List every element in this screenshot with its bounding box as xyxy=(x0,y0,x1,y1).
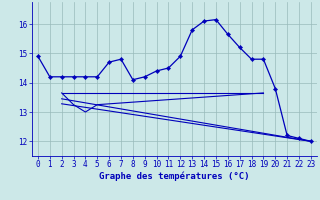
X-axis label: Graphe des températures (°C): Graphe des températures (°C) xyxy=(99,172,250,181)
